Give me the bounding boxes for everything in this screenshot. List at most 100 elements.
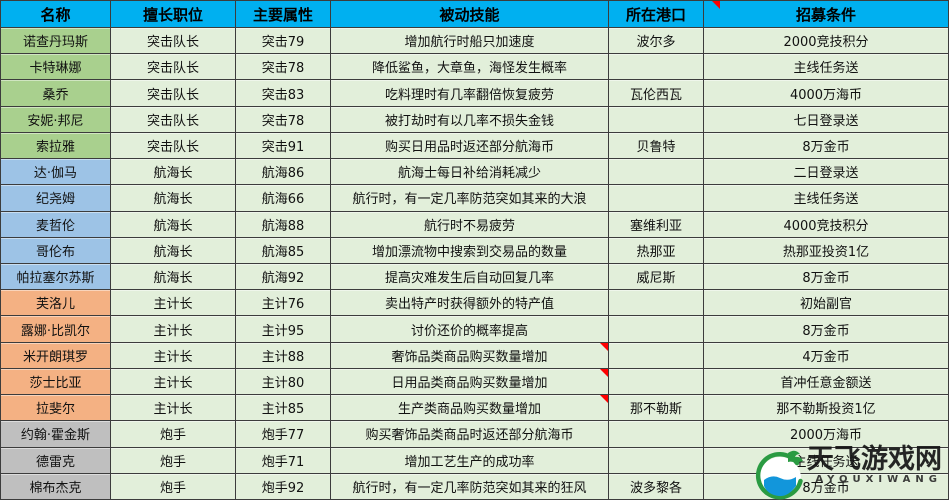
cell-port: 那不勒斯 xyxy=(609,395,704,422)
cell-name: 诺查丹玛斯 xyxy=(1,28,111,55)
cell-condition: 4万金币 xyxy=(704,342,949,369)
cell-text: 露娜·比凯尔 xyxy=(20,323,91,339)
cell-text: 热那亚投资1亿 xyxy=(782,244,870,260)
cell-text: 航海长 xyxy=(153,271,193,287)
cell-text: 主计85 xyxy=(261,402,305,418)
cell-port xyxy=(609,421,704,448)
table-body: 诺查丹玛斯 突击队长 突击79 增加航行时船只加速度 波尔多 2000竞技积分 卡特琳娜 突击… xyxy=(1,28,949,500)
table-row: 德雷克 炮手 炮手71 增加工艺生产的成功率 主线任务送 xyxy=(1,447,949,474)
cell-text: 炮手71 xyxy=(261,454,305,470)
cell-text: 桑乔 xyxy=(42,87,69,103)
cell-text: 突击队长 xyxy=(146,35,199,51)
cell-name: 纪尧姆 xyxy=(1,185,111,212)
cell-text: 日用品类商品购买数量增加 xyxy=(391,375,548,391)
table-row: 拉斐尔 主计长 主计85 生产类商品购买数量增加 那不勒斯 那不勒斯投资1亿 xyxy=(1,395,949,422)
cell-skill: 奢饰品类商品购买数量增加 xyxy=(331,342,609,369)
cell-text: 棉布杰克 xyxy=(29,480,82,496)
cell-text: 那不勒斯 xyxy=(629,402,682,418)
cell-text: 炮手 xyxy=(159,480,186,496)
cell-job: 主计长 xyxy=(111,342,236,369)
cell-text: 被打劫时有以几率不损失金钱 xyxy=(384,113,554,129)
cell-text: 贝鲁特 xyxy=(636,139,676,155)
cell-text: 8万金币 xyxy=(802,139,850,155)
cell-text: 卖出特产时获得额外的特产值 xyxy=(384,297,554,313)
cell-text: 4万金币 xyxy=(802,349,850,365)
cell-text: 突击91 xyxy=(261,139,305,155)
cell-skill: 提高灾难发生后自动回复几率 xyxy=(331,263,609,291)
cell-attribute: 航海92 xyxy=(236,263,331,291)
cell-text: 8万金币 xyxy=(802,480,850,496)
cell-job: 主计长 xyxy=(111,395,236,422)
cell-condition: 2000万海币 xyxy=(704,421,949,448)
cell-text: 增加航行时船只加速度 xyxy=(404,35,535,51)
cell-job: 航海长 xyxy=(111,211,236,238)
cell-port: 瓦伦西瓦 xyxy=(609,80,704,107)
cell-name: 安妮·邦尼 xyxy=(1,106,111,133)
cell-job: 主计长 xyxy=(111,368,236,396)
cell-attribute: 突击78 xyxy=(236,54,331,81)
cell-attribute: 航海88 xyxy=(236,211,331,238)
column-header-label: 所在港口 xyxy=(625,5,686,24)
column-header-attribute: 主要属性 xyxy=(236,1,331,28)
cell-text: 主线任务送 xyxy=(793,192,859,208)
table-row: 卡特琳娜 突击队长 突击78 降低鲨鱼，大章鱼，海怪发生概率 主线任务送 xyxy=(1,54,949,81)
cell-text: 生产类商品购买数量增加 xyxy=(397,402,541,418)
table-row: 桑乔 突击队长 突击83 吃料理时有几率翻倍恢复疲劳 瓦伦西瓦 4000万海币 xyxy=(1,80,949,107)
cell-text: 波多黎各 xyxy=(629,480,682,496)
cell-text: 主线任务送 xyxy=(793,61,859,77)
cell-attribute: 突击83 xyxy=(236,80,331,107)
cell-text: 主计长 xyxy=(153,402,193,418)
cell-skill: 购买奢饰品类商品时返还部分航海币 xyxy=(331,421,609,448)
cell-condition: 2000竞技积分 xyxy=(704,28,949,55)
table-row: 纪尧姆 航海长 航海66 航行时，有一定几率防范突如其来的大浪 主线任务送 xyxy=(1,185,949,212)
cell-text: 4000竞技积分 xyxy=(783,218,869,234)
cell-condition: 初始副官 xyxy=(704,290,949,317)
cell-text: 安妮·邦尼 xyxy=(27,113,84,129)
cell-skill: 航行时，有一定几率防范突如其来的狂风 xyxy=(331,473,609,500)
table-header-row: 名称 擅长职位 主要属性 被动技能 所在港口 招募条件 xyxy=(1,1,949,28)
cell-skill: 日用品类商品购买数量增加 xyxy=(331,368,609,396)
cell-text: 购买日用品时返还部分航海币 xyxy=(384,139,554,155)
column-header-skill: 被动技能 xyxy=(331,1,609,28)
cell-name: 露娜·比凯尔 xyxy=(1,316,111,343)
cell-port: 威尼斯 xyxy=(609,263,704,291)
cell-attribute: 主计80 xyxy=(236,368,331,396)
cell-skill: 卖出特产时获得额外的特产值 xyxy=(331,290,609,317)
table-row: 约翰·霍金斯 炮手 炮手77 购买奢饰品类商品时返还部分航海币 2000万海币 xyxy=(1,421,949,448)
cell-text: 拉斐尔 xyxy=(35,402,75,418)
cell-attribute: 主计88 xyxy=(236,342,331,369)
cell-text: 2000万海币 xyxy=(789,428,863,444)
cell-attribute: 突击79 xyxy=(236,28,331,55)
cell-job: 炮手 xyxy=(111,447,236,474)
cell-text: 炮手 xyxy=(159,454,186,470)
cell-attribute: 炮手71 xyxy=(236,447,331,474)
cell-text: 首冲任意金额送 xyxy=(780,375,872,391)
cell-port xyxy=(609,342,704,369)
cell-text: 8万金币 xyxy=(802,271,850,287)
cell-text: 帕拉塞尔苏斯 xyxy=(16,271,95,287)
cell-condition: 首冲任意金额送 xyxy=(704,368,949,396)
table-row: 哥伦布 航海长 航海85 增加漂流物中搜索到交易品的数量 热那亚 热那亚投资1亿 xyxy=(1,237,949,264)
cell-text: 降低鲨鱼，大章鱼，海怪发生概率 xyxy=(371,61,567,77)
cell-job: 航海长 xyxy=(111,263,236,291)
cell-condition: 8万金币 xyxy=(704,473,949,500)
cell-text: 增加工艺生产的成功率 xyxy=(404,454,535,470)
cell-skill: 生产类商品购买数量增加 xyxy=(331,395,609,422)
cell-text: 瓦伦西瓦 xyxy=(629,87,682,103)
cell-attribute: 航海85 xyxy=(236,237,331,264)
cell-port xyxy=(609,106,704,133)
cell-name: 哥伦布 xyxy=(1,237,111,264)
cell-condition: 8万金币 xyxy=(704,263,949,291)
cell-text: 航行时不易疲劳 xyxy=(423,218,515,234)
cell-condition: 那不勒斯投资1亿 xyxy=(704,395,949,422)
cell-text: 诺查丹玛斯 xyxy=(22,35,88,51)
cell-condition: 七日登录送 xyxy=(704,106,949,133)
cell-text: 航海85 xyxy=(261,244,305,260)
column-header-port: 所在港口 xyxy=(609,1,704,28)
table-row: 麦哲伦 航海长 航海88 航行时不易疲劳 塞维利亚 4000竞技积分 xyxy=(1,211,949,238)
cell-text: 突击队长 xyxy=(146,87,199,103)
cell-attribute: 炮手77 xyxy=(236,421,331,448)
comment-marker-icon xyxy=(600,368,608,377)
cell-name: 达·伽马 xyxy=(1,159,111,186)
